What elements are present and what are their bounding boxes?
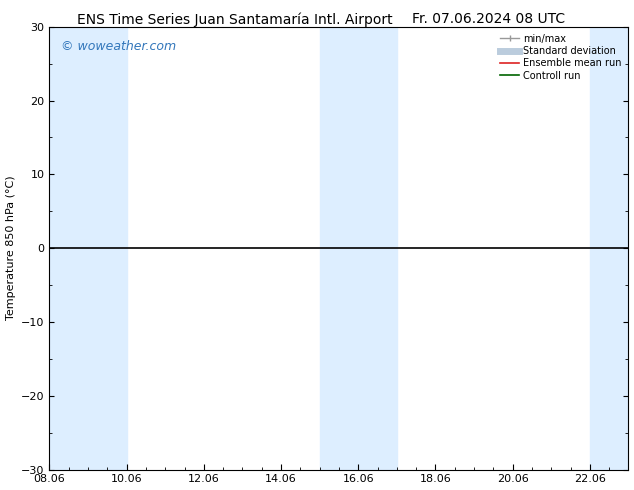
Bar — [590, 27, 628, 469]
Y-axis label: Temperature 850 hPa (°C): Temperature 850 hPa (°C) — [6, 176, 16, 320]
Bar — [49, 27, 127, 469]
Bar — [320, 27, 397, 469]
Text: ENS Time Series Juan Santamaría Intl. Airport: ENS Time Series Juan Santamaría Intl. Ai… — [77, 12, 392, 27]
Text: © woweather.com: © woweather.com — [61, 40, 176, 53]
Text: Fr. 07.06.2024 08 UTC: Fr. 07.06.2024 08 UTC — [411, 12, 565, 26]
Legend: min/max, Standard deviation, Ensemble mean run, Controll run: min/max, Standard deviation, Ensemble me… — [498, 31, 624, 83]
